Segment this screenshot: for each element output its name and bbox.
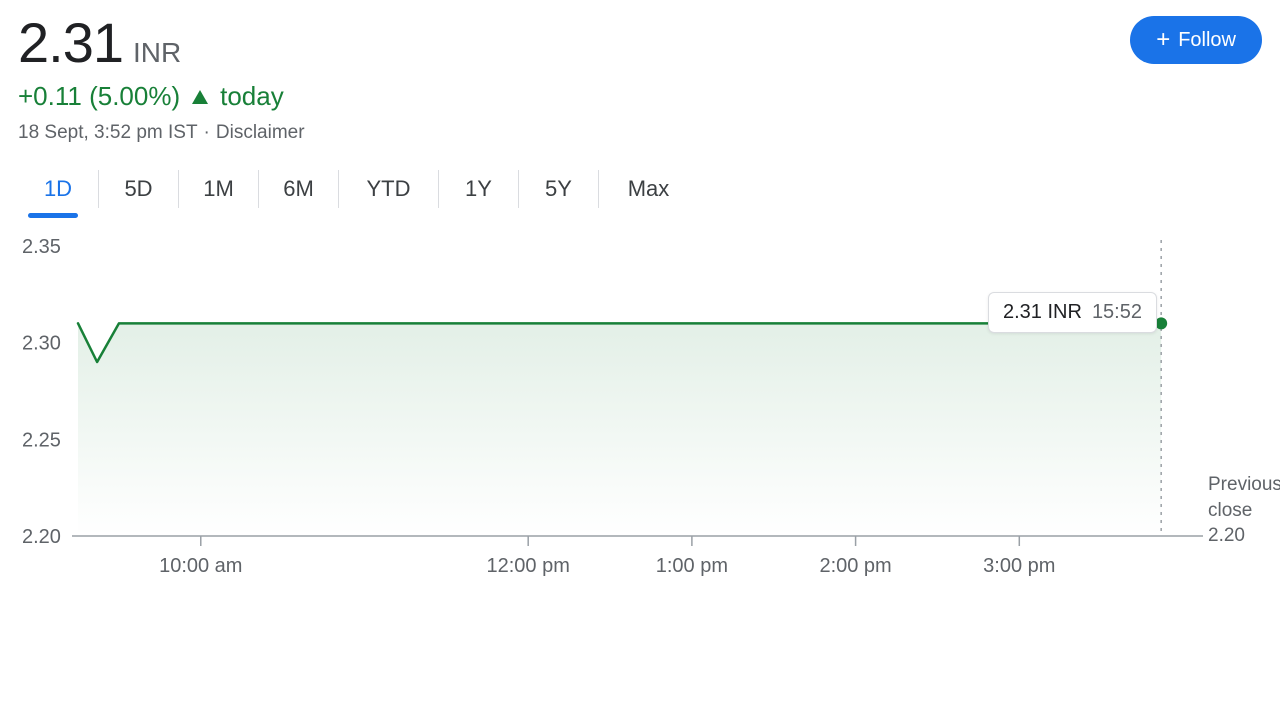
prev-close-l2: close xyxy=(1208,500,1252,521)
header-row: 2.31 INR + Follow xyxy=(18,10,1262,75)
chart-container: 2.35 2.30 2.25 2.20 10:00 am 12:00 pm 1:00 pm 2… xyxy=(18,236,1262,596)
price-currency: INR xyxy=(133,37,181,69)
arrow-up-icon xyxy=(192,90,208,104)
tab-1m[interactable]: 1M xyxy=(178,170,258,208)
price-block: 2.31 INR xyxy=(18,10,181,75)
svg-text:2.30: 2.30 xyxy=(22,333,61,355)
tab-1y[interactable]: 1Y xyxy=(438,170,518,208)
price-value: 2.31 xyxy=(18,10,123,75)
tab-5d[interactable]: 5D xyxy=(98,170,178,208)
tab-1d[interactable]: 1D xyxy=(18,170,98,208)
svg-text:2.20: 2.20 xyxy=(22,526,61,548)
follow-label: Follow xyxy=(1178,29,1236,52)
tooltip-price: 2.31 INR xyxy=(1003,301,1082,323)
tooltip-time: 15:52 xyxy=(1092,301,1142,323)
tab-max[interactable]: Max xyxy=(598,170,698,208)
svg-text:1:00 pm: 1:00 pm xyxy=(656,555,728,577)
price-change: +0.11 (5.00%) xyxy=(18,81,180,112)
previous-close-label: Previous close 2.20 xyxy=(1208,472,1280,549)
svg-text:2:00 pm: 2:00 pm xyxy=(819,555,891,577)
svg-text:2.35: 2.35 xyxy=(22,236,61,258)
meta-separator: · xyxy=(204,122,210,144)
tab-6m[interactable]: 6M xyxy=(258,170,338,208)
change-row: +0.11 (5.00%) today xyxy=(18,81,1262,112)
prev-close-value: 2.20 xyxy=(1208,525,1245,546)
tab-5y[interactable]: 5Y xyxy=(518,170,598,208)
meta-row: 18 Sept, 3:52 pm IST · Disclaimer xyxy=(18,122,1262,144)
disclaimer-link[interactable]: Disclaimer xyxy=(216,122,305,144)
svg-text:12:00 pm: 12:00 pm xyxy=(486,555,569,577)
range-tabs: 1D5D1M6MYTD1Y5YMax xyxy=(18,170,1262,208)
svg-text:10:00 am: 10:00 am xyxy=(159,555,242,577)
plus-icon: + xyxy=(1156,28,1170,52)
period-label: today xyxy=(220,81,284,112)
price-chart[interactable]: 2.35 2.30 2.25 2.20 10:00 am 12:00 pm 1:00 pm 2… xyxy=(18,236,1262,596)
prev-close-l1: Previous xyxy=(1208,474,1280,495)
svg-text:3:00 pm: 3:00 pm xyxy=(983,555,1055,577)
svg-text:2.25: 2.25 xyxy=(22,429,61,451)
follow-button[interactable]: + Follow xyxy=(1130,16,1262,64)
chart-tooltip: 2.31 INR 15:52 xyxy=(988,292,1157,333)
timestamp: 18 Sept, 3:52 pm IST xyxy=(18,122,198,144)
tab-ytd[interactable]: YTD xyxy=(338,170,438,208)
